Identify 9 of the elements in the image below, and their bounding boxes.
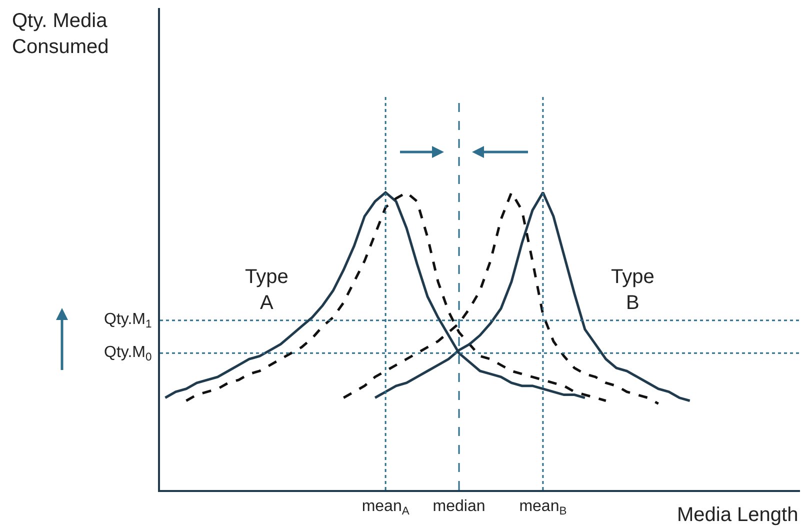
annotation: Type B [611, 266, 654, 314]
ref-line-label: Qty.M$_{1}$ [104, 311, 152, 330]
x-tick-label: mean$_{B}$ [519, 498, 567, 518]
x-tick-label: mean$_{A}$ [362, 498, 410, 518]
x-tick-label: median [432, 498, 486, 516]
x-axis-title: Media Length [677, 504, 798, 526]
annotation: Type A [245, 266, 288, 314]
text: Qty. Media Consumed [12, 10, 109, 58]
ref-line-label: Qty.M$_{0}$ [104, 344, 152, 364]
